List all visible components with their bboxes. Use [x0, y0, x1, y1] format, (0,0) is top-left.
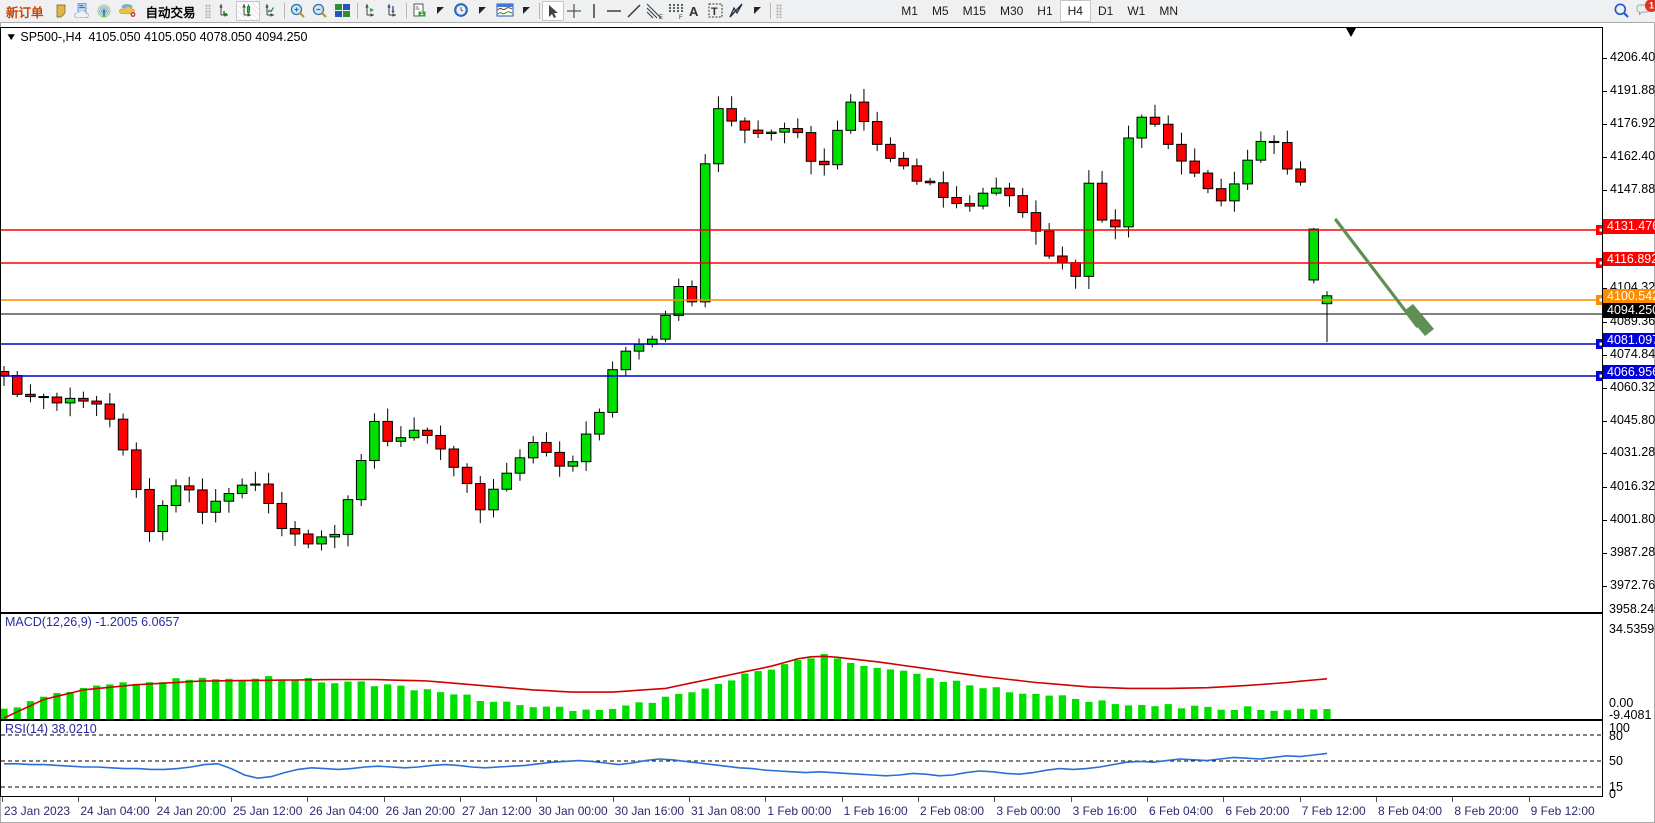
- svg-text:A: A: [689, 4, 699, 19]
- svg-text:1: 1: [1649, 1, 1654, 11]
- svg-text:T: T: [711, 6, 718, 18]
- svg-text:E: E: [659, 15, 663, 19]
- svg-text:F: F: [679, 15, 683, 19]
